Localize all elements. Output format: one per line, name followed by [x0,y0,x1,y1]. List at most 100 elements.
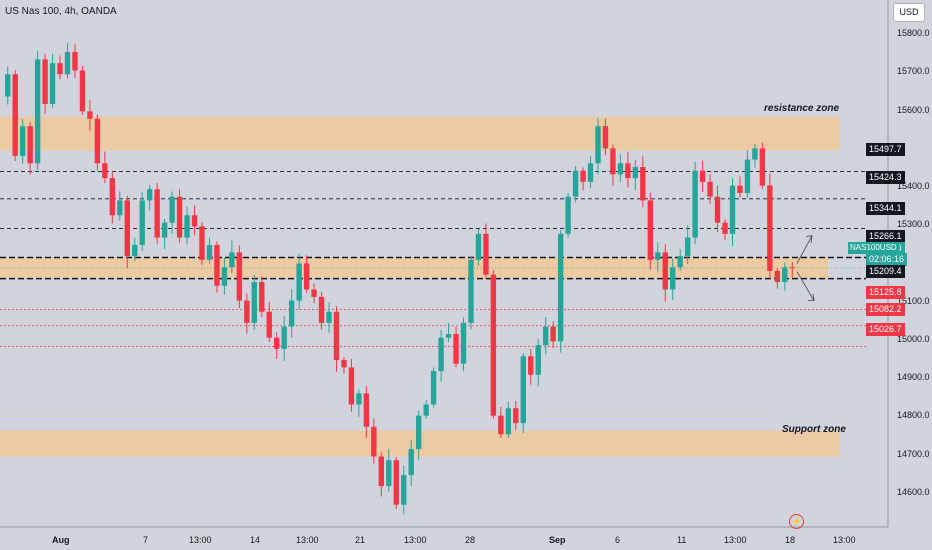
candle-body [57,63,63,75]
candle-body [737,185,743,193]
candle-body [415,415,422,450]
candle-body [468,259,474,323]
currency-button[interactable]: USD [893,3,925,22]
candle-body [72,51,78,71]
candle-body [5,74,11,97]
candle-body [714,196,721,223]
candle-body [460,322,467,364]
x-tick-label: 13:00 [404,535,427,545]
candle-body [513,408,519,424]
candle-body [595,126,601,164]
x-tick-label: 13:00 [296,535,319,545]
candle-body [49,63,56,104]
candle-body [94,118,101,164]
x-tick-label: 6 [615,535,621,545]
y-tick-label: 15400.0 [897,181,930,191]
candle-body [535,345,541,375]
price-level-tag: 15209.4 [866,265,905,278]
price-level-tag: 15266.1 [866,230,905,243]
y-tick-label: 15100.0 [897,296,930,306]
candle-body [610,148,616,175]
candle-body [371,426,377,457]
y-tick-label: 15800.0 [897,28,930,38]
resistance-zone-label: resistance zone [764,103,840,114]
candle-body [274,337,280,349]
candle-body [27,126,33,164]
candle-body [684,237,691,257]
candle-body [505,408,512,435]
candle-body [117,200,123,216]
candle-body [752,148,758,160]
price-level-tag: 15424.3 [866,171,905,184]
x-tick-label: 13:00 [189,535,212,545]
candle-body [139,200,145,245]
candle-body [475,233,482,260]
candle-body [251,282,257,323]
price-level-tag: 15026.7 [866,323,905,336]
candle-body [430,371,437,405]
candle-body [445,334,452,338]
candle-body [79,70,86,112]
candle-body [401,475,407,505]
projection-arrow-down [796,271,815,301]
arrow-head-icon [805,235,813,244]
y-tick-label: 14700.0 [897,449,930,459]
candle-body [184,215,190,238]
y-tick-label: 15600.0 [897,105,930,115]
candle-body [378,456,385,487]
price-level-tag: 15082.2 [866,303,905,316]
candle-body [483,233,489,275]
candle-body [12,74,18,156]
candle-body [744,159,751,193]
candle-body [393,460,399,505]
price-level-tag: 15497.7 [866,143,905,156]
x-tick-label: Aug [52,535,70,545]
candle-body [632,167,639,179]
candle-body [453,334,459,364]
candle-body [34,59,41,164]
candle-body [774,270,781,283]
candle-body [288,300,295,327]
chart-title: US Nas 100, 4h, OANDA [5,6,117,17]
candle-body [236,252,243,301]
x-tick-label: Sep [549,535,566,545]
candle-body [154,189,160,238]
candle-body [326,311,332,323]
candle-body [557,233,564,342]
lightning-icon[interactable]: ⚡ [789,514,804,529]
price-level-tag: 15125.8 [866,286,905,299]
candle-body [640,167,646,201]
candle-body [214,244,220,286]
x-tick-label: 7 [143,535,149,545]
candle-body [281,326,287,349]
candle-body [587,163,594,182]
candle-body [580,170,586,182]
arrow-head-icon [808,293,815,302]
y-tick-label: 14600.0 [897,487,930,497]
x-tick-label: 28 [465,535,476,545]
candle-body [259,282,265,312]
candle-body [662,252,668,290]
candle-body [625,163,631,179]
candle-body [266,311,272,338]
candle-body [221,267,228,286]
x-tick-label: 11 [677,535,687,545]
y-tick-label: 15000.0 [897,334,930,344]
projection-arrow-up [796,235,813,264]
candle-body [655,252,661,260]
candle-body [311,289,317,297]
candle-body [602,126,609,149]
candle-body [617,163,624,175]
candle-body [438,337,444,372]
candle-body [789,267,795,269]
candle-body [244,300,250,323]
symbol-tag: NAS100USD [848,242,899,254]
countdown-tag: 02:06:16 [866,253,908,266]
candle-body [161,222,168,238]
candle-body [303,263,310,290]
candle-body [692,170,698,238]
candle-body [707,181,713,197]
candle-body [64,51,71,75]
candle-body [109,178,116,216]
